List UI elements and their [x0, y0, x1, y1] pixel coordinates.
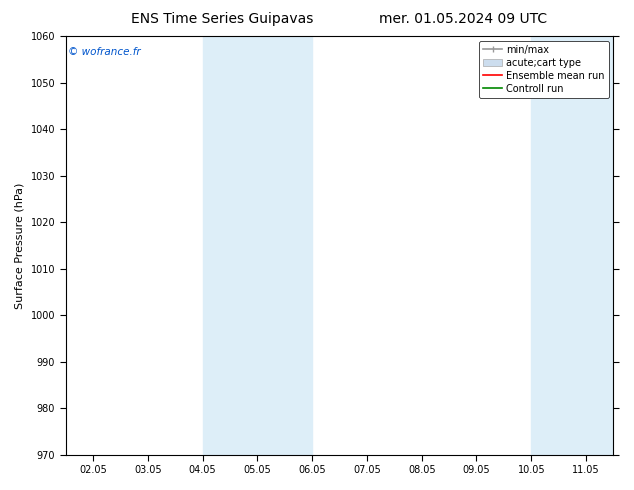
Bar	[257, 36, 312, 455]
Text: ENS Time Series Guipavas: ENS Time Series Guipavas	[131, 12, 313, 26]
Legend: min/max, acute;cart type, Ensemble mean run, Controll run: min/max, acute;cart type, Ensemble mean …	[479, 41, 609, 98]
Text: mer. 01.05.2024 09 UTC: mer. 01.05.2024 09 UTC	[378, 12, 547, 26]
Text: © wofrance.fr: © wofrance.fr	[68, 47, 141, 57]
Bar	[586, 36, 614, 455]
Bar	[531, 36, 586, 455]
Y-axis label: Surface Pressure (hPa): Surface Pressure (hPa)	[15, 182, 25, 309]
Bar	[202, 36, 257, 455]
